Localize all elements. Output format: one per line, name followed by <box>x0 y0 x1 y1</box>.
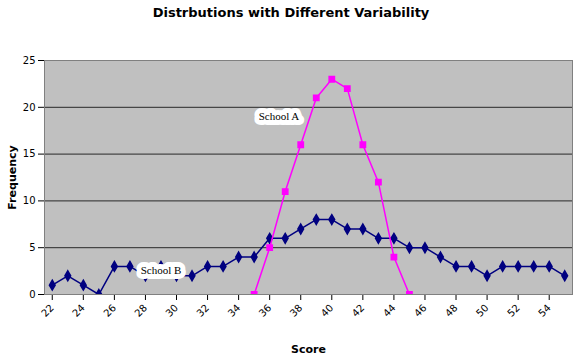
svg-text:Frequency: Frequency <box>6 145 19 209</box>
svg-text:5: 5 <box>29 242 35 253</box>
svg-text:School A: School A <box>259 110 300 122</box>
svg-text:34: 34 <box>226 302 243 319</box>
svg-text:30: 30 <box>163 302 180 319</box>
svg-text:28: 28 <box>132 302 149 319</box>
svg-text:32: 32 <box>194 302 211 319</box>
svg-text:46: 46 <box>412 302 429 319</box>
svg-text:22: 22 <box>39 302 56 319</box>
svg-text:44: 44 <box>381 302 398 319</box>
svg-text:40: 40 <box>319 302 336 319</box>
svg-text:48: 48 <box>443 302 460 319</box>
svg-text:38: 38 <box>288 302 305 319</box>
svg-text:15: 15 <box>23 148 36 159</box>
svg-text:42: 42 <box>350 302 367 319</box>
svg-text:54: 54 <box>536 302 553 319</box>
svg-text:25: 25 <box>23 55 36 66</box>
svg-text:10: 10 <box>23 195 36 206</box>
svg-text:24: 24 <box>70 302 87 319</box>
html-text:Distrbutions with Different Va: Distrbutions with Different Variability <box>152 5 430 20</box>
svg-text:School B: School B <box>141 264 182 276</box>
svg-text:0: 0 <box>29 289 35 300</box>
svg-text:Score: Score <box>291 343 326 356</box>
svg-text:26: 26 <box>101 302 118 319</box>
svg-text:36: 36 <box>257 302 274 319</box>
svg-text:20: 20 <box>23 102 36 113</box>
svg-text:52: 52 <box>505 302 522 319</box>
svg-text:50: 50 <box>474 302 491 319</box>
